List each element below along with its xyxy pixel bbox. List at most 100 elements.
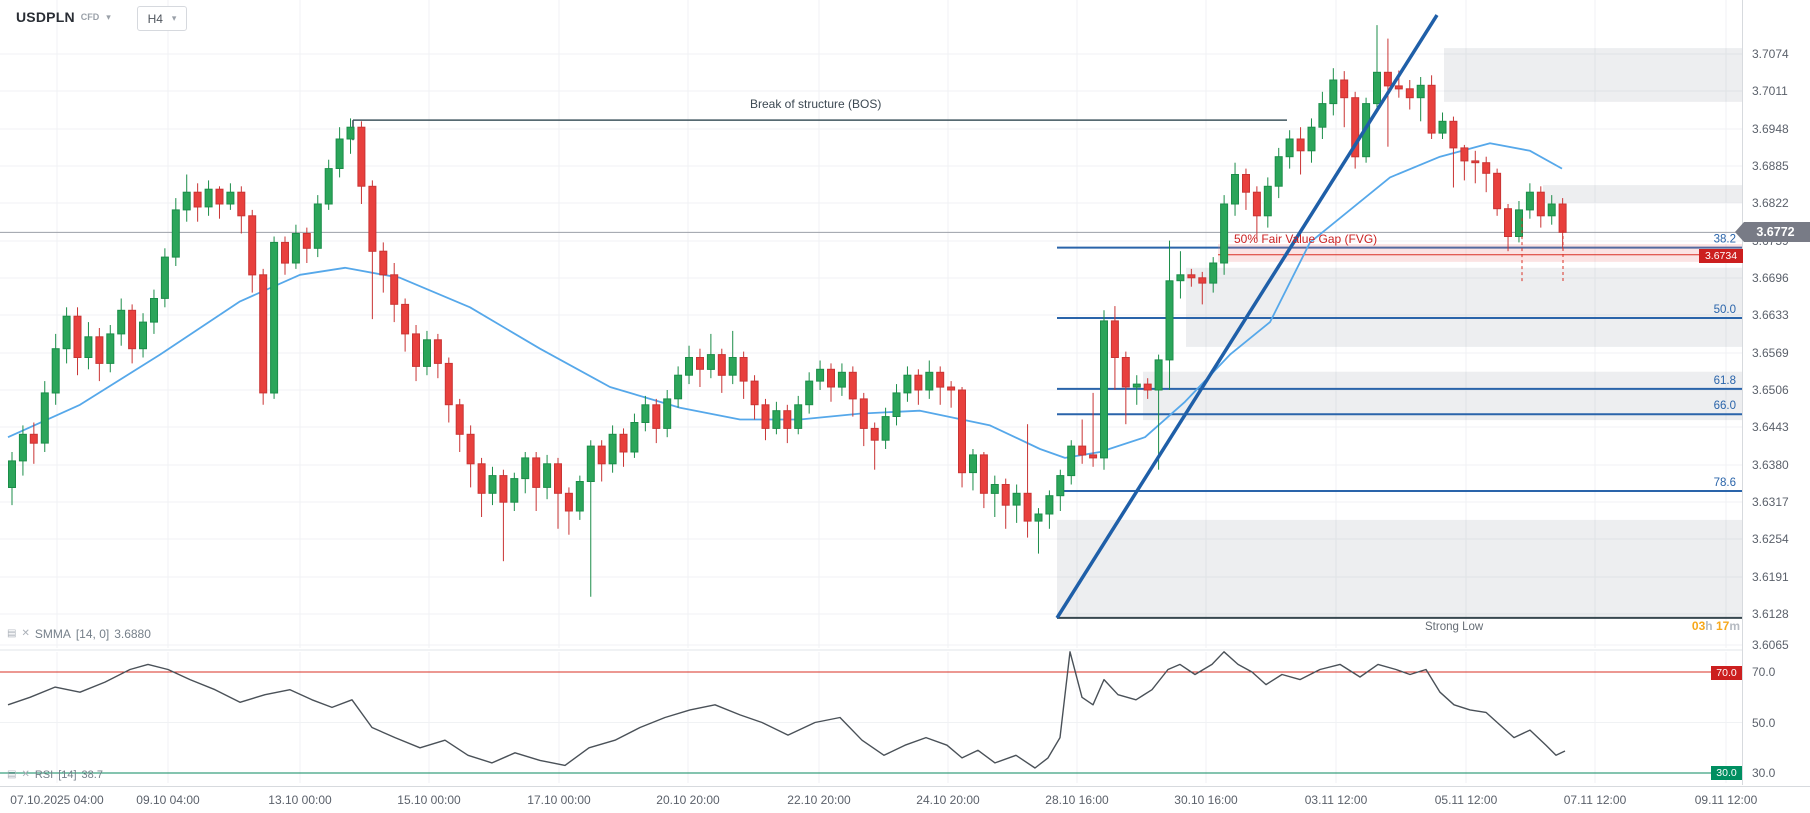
rsi-value: 38.7 (81, 769, 103, 781)
symbol-name: USDPLN (16, 9, 75, 25)
candle (1045, 495, 1054, 515)
price-axis-label: 3.6885 (1752, 159, 1789, 173)
time-axis-label: 24.10 20:00 (916, 793, 980, 807)
time-axis-label: 07.10.2025 04:00 (10, 793, 104, 807)
candle (674, 374, 683, 400)
candle (291, 233, 300, 264)
candle (564, 492, 573, 512)
candle (1471, 160, 1480, 164)
candle (1351, 97, 1360, 158)
candle (95, 336, 104, 364)
candle (182, 191, 191, 211)
indicator-close-icon[interactable]: ✕ (21, 769, 30, 780)
bos-annotation[interactable]: Break of structure (BOS) (750, 97, 882, 111)
candle (597, 445, 606, 465)
timer-m-unit: m (1729, 619, 1740, 633)
timer-minutes: 17 (1715, 619, 1730, 633)
rsi-params: [14] (58, 769, 77, 781)
candle (1209, 262, 1218, 284)
candle (390, 274, 399, 305)
supply-zone-top[interactable] (1444, 48, 1742, 102)
fvg-annotation[interactable]: 50% Fair Value Gap (FVG) (1234, 232, 1378, 246)
candle (837, 371, 846, 388)
price-axis-label: 3.6948 (1752, 122, 1789, 136)
candle (696, 357, 704, 370)
candle (706, 354, 715, 370)
candle (1132, 383, 1141, 388)
candle (990, 484, 999, 494)
fvg-band[interactable] (1218, 244, 1742, 262)
golden-pocket-zone[interactable] (1143, 371, 1742, 421)
time-axis[interactable]: 07.10.2025 04:00 09.10 04:00 13.10 00:00 15… (0, 786, 1810, 813)
price-axis-label: 30.0 (1752, 766, 1776, 780)
candle (510, 478, 519, 503)
candle (1340, 79, 1349, 99)
candle (652, 404, 661, 429)
price-axis-label: 3.6065 (1752, 638, 1789, 652)
time-axis-label: 15.10 00:00 (397, 793, 461, 807)
candle (641, 404, 650, 423)
price-axis-label: 3.6822 (1752, 196, 1789, 210)
candle (1023, 492, 1032, 522)
candle (1231, 174, 1239, 205)
candle (1001, 484, 1010, 506)
candle (1416, 84, 1425, 99)
candle (947, 386, 956, 391)
price-axis[interactable]: 3.70743.70113.69483.68853.68223.67593.66… (1742, 0, 1810, 785)
candle (1296, 138, 1305, 152)
symbol-selector[interactable]: USDPLN CFD ▾ (16, 9, 111, 25)
candle (728, 357, 737, 376)
price-axis-label: 3.6506 (1752, 383, 1789, 397)
candle (1460, 147, 1469, 162)
candle (379, 250, 388, 276)
candle (1220, 203, 1229, 264)
indicator-settings-icon[interactable]: ▤ (7, 628, 17, 639)
trendline[interactable] (1055, 14, 1439, 619)
candle (1405, 88, 1414, 99)
candle (1110, 320, 1119, 358)
rsi-lower-tag: 30.0 (1711, 766, 1742, 780)
candle (1034, 513, 1043, 522)
candle (1318, 103, 1327, 128)
indicator-close-icon[interactable]: ✕ (21, 628, 30, 639)
candle (29, 433, 38, 444)
candle (466, 433, 475, 465)
candle (499, 475, 508, 503)
candle (805, 380, 814, 406)
indicator-settings-icon[interactable]: ▤ (7, 769, 17, 780)
candle (259, 274, 268, 394)
timeframe-selector[interactable]: H4 ▾ (137, 6, 187, 31)
candle (117, 309, 126, 335)
strong-low-label[interactable]: Strong Low (1425, 621, 1484, 633)
candle (827, 368, 835, 388)
candle (1504, 208, 1512, 237)
price-axis-label: 3.6128 (1752, 607, 1789, 621)
candle (739, 357, 748, 382)
strong-low-zone[interactable] (1057, 519, 1742, 618)
candle (455, 404, 464, 435)
smma-name: SMMA (34, 627, 71, 641)
rsi-line[interactable] (7, 651, 1566, 769)
fib-level-label: 38.2 (1714, 234, 1736, 246)
candle (1427, 84, 1436, 134)
candle (783, 410, 792, 429)
price-axis-label: 70.0 (1752, 665, 1776, 679)
chevron-down-icon: ▾ (106, 11, 111, 22)
supply-zone-mid[interactable] (1543, 185, 1742, 203)
time-axis-label: 22.10 20:00 (787, 793, 851, 807)
fvg-discount-zone[interactable] (1186, 267, 1742, 347)
time-axis-label: 13.10 00:00 (268, 793, 332, 807)
smma-legend: ▤ ✕ SMMA [14, 0] 3.6880 (7, 627, 151, 641)
candle (903, 374, 912, 394)
candle (8, 460, 16, 488)
price-axis-label: 3.6380 (1752, 458, 1789, 472)
candle (914, 374, 923, 391)
candle (335, 138, 344, 169)
market-type-label: CFD (80, 12, 100, 22)
timer-h-unit: h (1705, 619, 1713, 633)
candle (346, 126, 355, 140)
smma-line[interactable] (7, 142, 1563, 459)
price-axis-label: 3.7011 (1752, 84, 1788, 98)
